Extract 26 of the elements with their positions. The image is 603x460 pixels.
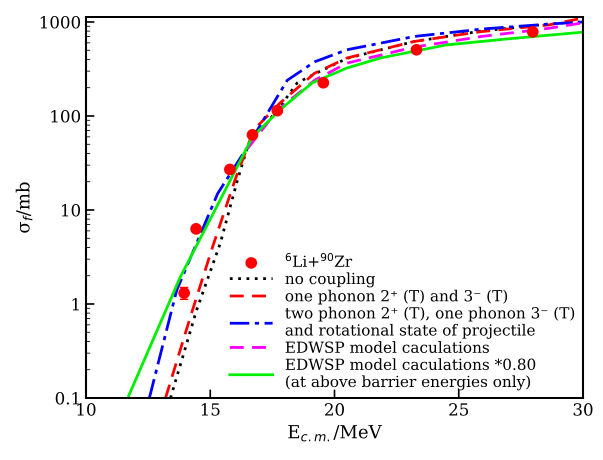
legend-label: EDWSP model caculations <box>286 341 489 353</box>
legend-label: no coupling <box>285 272 376 288</box>
x-tick-label: 25 <box>449 403 468 416</box>
point <box>526 26 539 38</box>
y-tick-label: 1000 <box>40 16 80 29</box>
y-axis-title: σ$_{f}$/mb <box>16 182 32 233</box>
point <box>317 76 330 89</box>
point <box>224 164 236 176</box>
x-tick-label: 15 <box>202 403 220 416</box>
legend-label: two phonon 2⁺ (T), one phonon 3⁻ (T) and rotational state of projectile <box>285 306 574 339</box>
point <box>410 44 422 56</box>
legend-label: EDWSP model caculations *0.80 (at above barrier energies only) <box>286 358 536 390</box>
x-tick-label: 30 <box>574 403 592 416</box>
legend-label: $^{6}$Li+$^{90}$Zr <box>286 253 352 267</box>
legend-label: one phonon 2⁺ (T) and 3⁻ (T) <box>286 290 508 304</box>
y-tick-label: 10 <box>62 204 80 217</box>
x-axis-title: E$_{c.m.}$/MeV <box>288 425 382 442</box>
y-tick-label: 0.1 <box>56 392 79 405</box>
point <box>190 223 202 235</box>
line-series <box>246 21 583 150</box>
x-tick-label: 10 <box>77 403 96 416</box>
point <box>272 104 284 116</box>
x-tick-label: 20 <box>325 403 344 416</box>
y-tick-label: 100 <box>51 110 80 123</box>
point <box>246 129 258 141</box>
y-tick-label: 1 <box>72 298 79 310</box>
